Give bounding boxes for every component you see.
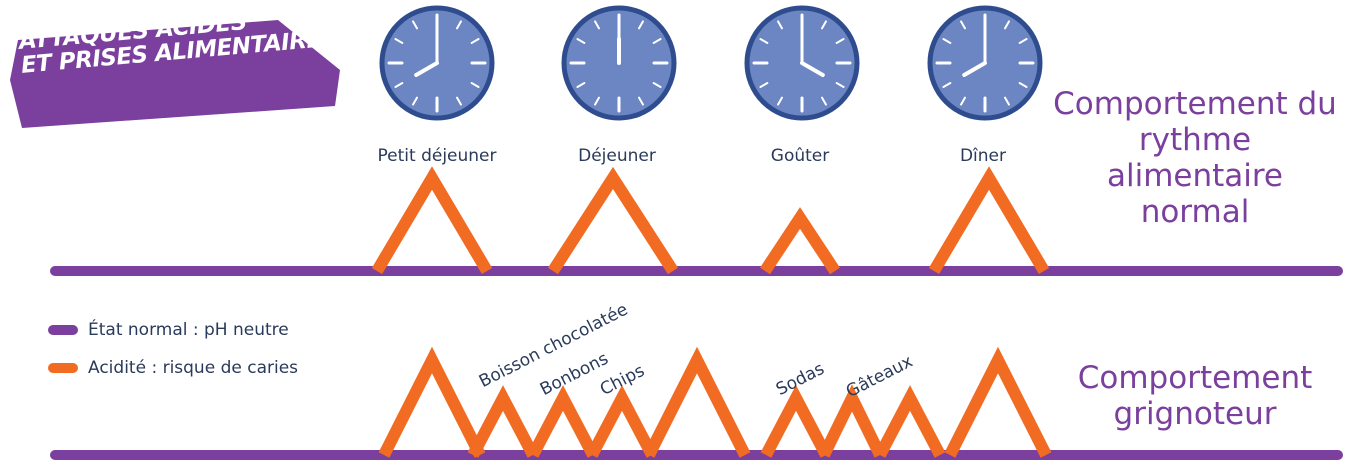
meal-label-breakfast: Petit déjeuner: [357, 146, 517, 166]
meal-label-lunch: Déjeuner: [537, 146, 697, 166]
meal-label-dinner: Dîner: [903, 146, 1063, 166]
legend-swatch-normal: [48, 325, 78, 335]
meal-label-snack: Goûter: [720, 146, 880, 166]
legend-label-acid: Acidité : risque de caries: [88, 358, 298, 378]
normal-acid-peaks: [377, 178, 1044, 271]
legend-swatch-acid: [48, 363, 78, 373]
legend-item-normal: État normal : pH neutre: [48, 320, 289, 340]
behavior-normal-label: Comportement du rythme alimentaire norma…: [1050, 86, 1340, 230]
legend-label-normal: État normal : pH neutre: [88, 320, 289, 340]
behavior-snacker-label: Comportement grignoteur: [1050, 360, 1340, 432]
legend-item-acid: Acidité : risque de caries: [48, 358, 298, 378]
